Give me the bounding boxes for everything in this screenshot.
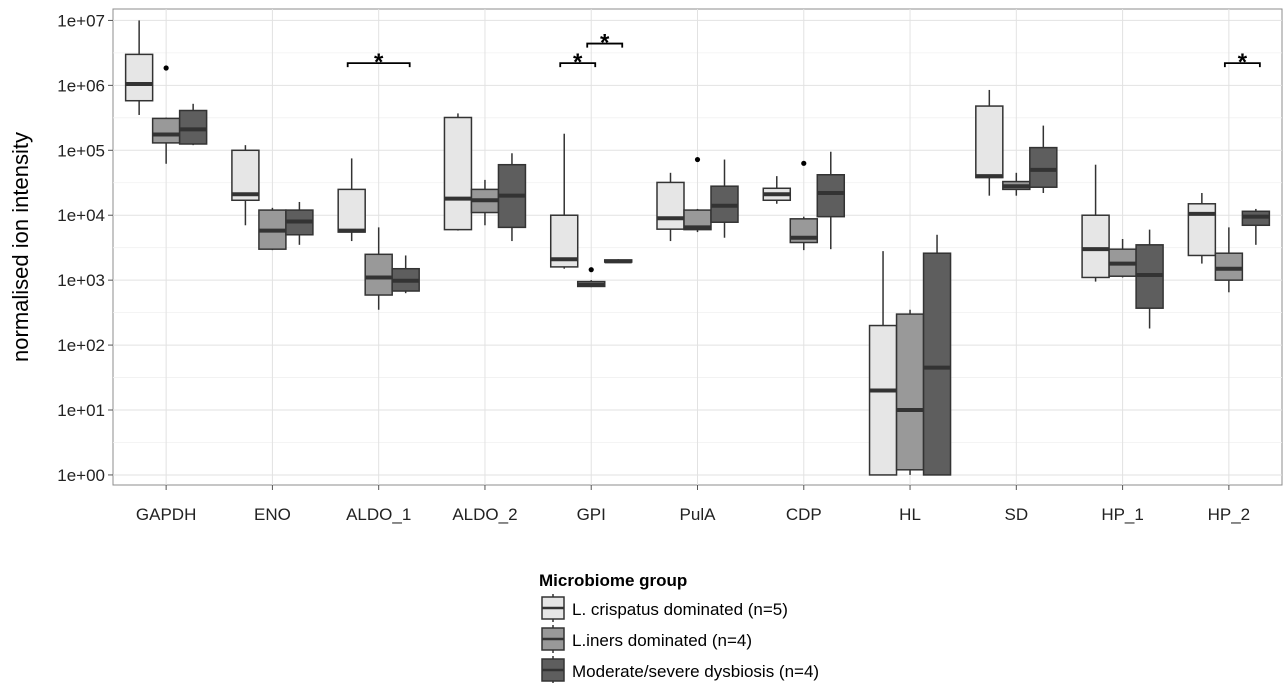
y-tick-label: 1e+07 <box>57 11 105 30</box>
significance-bracket: * <box>586 30 624 57</box>
y-axis-title: normalised ion intensity <box>8 132 33 362</box>
legend-entry-3: Moderate/severe dysbiosis (n=4) <box>541 656 819 683</box>
x-tick-label: HP_2 <box>1208 505 1251 524</box>
boxes <box>124 20 1271 476</box>
y-tick-label: 1e+06 <box>57 76 105 95</box>
box-body <box>868 324 898 476</box>
x-tick-label: GPI <box>577 505 606 524</box>
outlier-point <box>588 267 594 273</box>
box-GAPDH-group2 <box>151 65 181 164</box>
x-tick-label: HP_1 <box>1101 505 1144 524</box>
box-ENO-group3 <box>285 201 314 245</box>
legend-label: L. crispatus dominated (n=5) <box>572 600 788 619</box>
box-body <box>1187 203 1217 257</box>
y-tick-label: 1e+00 <box>57 466 105 485</box>
x-tick-label: PulA <box>680 505 717 524</box>
box-body <box>364 253 393 296</box>
significance-star: * <box>1238 49 1248 76</box>
significance-annotations: * * * * <box>346 30 1261 76</box>
significance-star: * <box>573 49 583 76</box>
box-body <box>231 149 260 202</box>
box-CDP-group2 <box>789 160 819 251</box>
box-PulA-group2 <box>683 156 712 233</box>
box-ENO-group2 <box>258 207 287 251</box>
outlier-point <box>163 65 169 71</box>
x-tick-label: SD <box>1005 505 1029 524</box>
legend-entry-2: L.iners dominated (n=4) <box>541 625 752 653</box>
box-GAPDH-group1 <box>124 20 154 115</box>
box-ALDO_2-group3 <box>497 153 527 242</box>
y-tick-label: 1e+05 <box>57 141 105 160</box>
box-ALDO_1-group3 <box>391 255 420 294</box>
significance-star: * <box>600 30 610 57</box>
significance-star: * <box>374 49 384 76</box>
box-body <box>337 188 366 233</box>
box-GPI-group3 <box>603 259 633 264</box>
legend-label: L.iners dominated (n=4) <box>572 631 752 650</box>
x-tick-label: HL <box>899 505 921 524</box>
legend-title: Microbiome group <box>539 571 687 590</box>
legend-entry-1: L. crispatus dominated (n=5) <box>541 594 788 622</box>
box-SD-group1 <box>975 89 1004 196</box>
x-tick-label: ENO <box>254 505 291 524</box>
box-body <box>922 252 952 476</box>
bracket-line <box>1223 62 1261 68</box>
box-ALDO_2-group2 <box>470 179 500 226</box>
box-ENO-group1 <box>231 145 260 226</box>
box-body <box>178 109 208 145</box>
x-tick-label: ALDO_1 <box>346 505 411 524</box>
box-HP_2-group2 <box>1214 227 1244 293</box>
x-tick-label: CDP <box>786 505 822 524</box>
y-tick-label: 1e+01 <box>57 401 105 420</box>
box-ALDO_2-group1 <box>443 113 473 231</box>
box-PulA-group1 <box>656 172 685 242</box>
box-GAPDH-group3 <box>178 103 208 146</box>
y-tick-label: 1e+03 <box>57 271 105 290</box>
x-axis: GAPDH ENO ALDO_1 ALDO_2 GPI PulA CDP HL SD HP_1 HP… <box>136 485 1250 524</box>
box-body <box>443 116 473 231</box>
box-body <box>816 174 846 218</box>
box-HL-group2 <box>895 309 925 475</box>
box-CDP-group3 <box>816 151 846 250</box>
y-tick-label: 1e+02 <box>57 336 105 355</box>
box-HP_2-group3 <box>1241 208 1271 245</box>
box-GPI-group2 <box>576 267 606 288</box>
box-body <box>975 105 1004 179</box>
box-HP_2-group1 <box>1187 192 1217 264</box>
box-PulA-group3 <box>710 159 739 238</box>
x-tick-label: GAPDH <box>136 505 196 524</box>
box-ALDO_1-group1 <box>337 158 366 242</box>
legend-label: Moderate/severe dysbiosis (n=4) <box>572 662 819 681</box>
box-body <box>124 53 154 102</box>
box-body <box>1081 214 1110 279</box>
outlier-point <box>694 156 701 163</box>
box-HP_1-group1 <box>1081 164 1110 282</box>
box-CDP-group1 <box>762 176 792 204</box>
y-tick-label: 1e+04 <box>57 206 105 225</box>
outlier-point <box>801 160 807 166</box>
y-axis: 1e+00 1e+01 1e+02 1e+03 1e+04 1e+05 1e+06 1e+07 <box>57 11 113 485</box>
box-GPI-group1 <box>549 133 579 269</box>
significance-bracket: * <box>1223 49 1261 76</box>
x-tick-label: ALDO_2 <box>452 505 517 524</box>
box-body <box>656 181 685 230</box>
box-body <box>1029 146 1058 188</box>
box-body <box>1214 252 1244 281</box>
significance-bracket: * <box>559 49 597 76</box>
box-HP_1-group2 <box>1108 239 1137 278</box>
bracket-line <box>559 62 597 68</box>
bracket-line <box>346 62 411 68</box>
legend: Microbiome group L. crispatus dominated … <box>539 571 819 683</box>
box-SD-group3 <box>1029 125 1058 193</box>
box-body <box>151 117 181 144</box>
box-body <box>895 313 925 471</box>
box-HL-group3 <box>922 234 952 476</box>
bracket-line <box>586 42 624 48</box>
box-HP_1-group3 <box>1135 229 1164 329</box>
significance-bracket: * <box>346 49 411 76</box>
